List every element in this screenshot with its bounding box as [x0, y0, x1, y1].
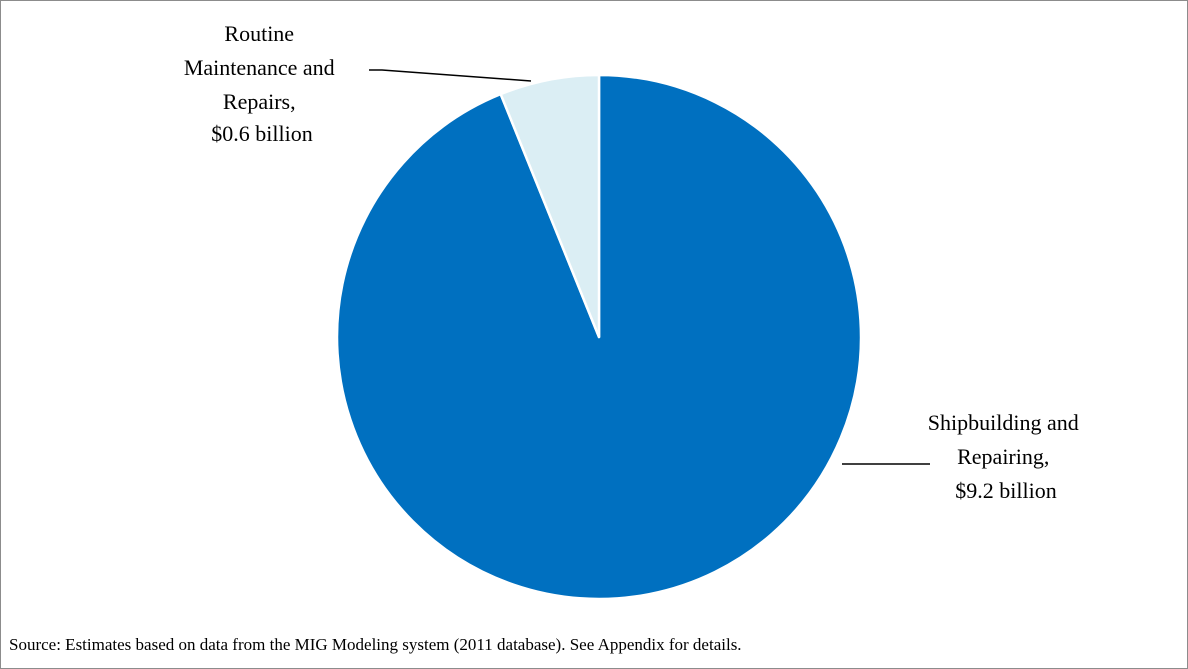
- label-routine-line-1: Routine: [224, 21, 294, 46]
- label-shipbuilding-line-1: Shipbuilding and: [928, 410, 1079, 435]
- leader-line-routine-maintenance: [369, 69, 532, 82]
- label-shipbuilding-line-2: Repairing,: [957, 444, 1049, 469]
- label-routine-line-2: Maintenance and: [184, 55, 335, 80]
- source-note: Source: Estimates based on data from the…: [9, 635, 742, 654]
- pie-slice-routine-maintenance-and-repairs: [499, 73, 601, 339]
- label-shipbuilding: Shipbuilding and Repairing, $9.2 billion: [928, 410, 1084, 503]
- label-routine-line-3: Repairs,: [223, 89, 296, 114]
- label-routine-maintenance: Routine Maintenance and Repairs, $0.6 bi…: [184, 21, 340, 146]
- label-routine-line-4: $0.6 billion: [211, 121, 312, 146]
- pie-slices: [335, 73, 863, 601]
- label-shipbuilding-line-3: $9.2 billion: [955, 478, 1056, 503]
